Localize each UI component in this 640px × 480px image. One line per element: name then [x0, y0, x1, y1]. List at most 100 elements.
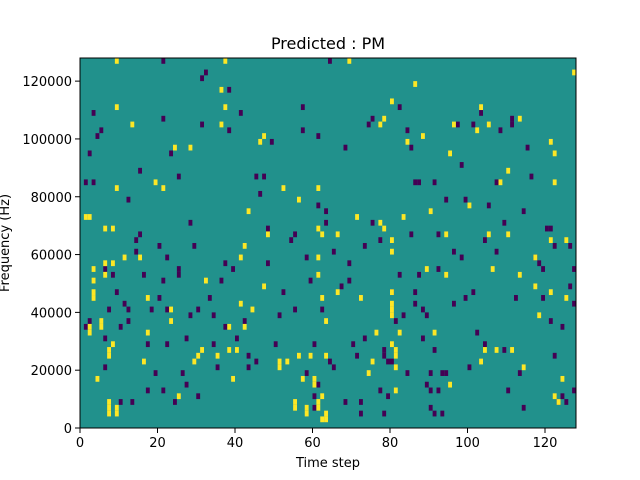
heatmap-cell-high: [142, 358, 146, 365]
heatmap-cell-low: [378, 237, 383, 243]
heatmap-cell-high: [421, 133, 425, 139]
heatmap-cell-low: [413, 300, 418, 307]
heatmap-cell-low: [517, 370, 522, 376]
heatmap-cell-high: [479, 358, 484, 365]
heatmap-cell-high: [293, 404, 298, 411]
heatmap-cell-high: [390, 312, 394, 319]
heatmap-cell-high: [130, 121, 135, 128]
heatmap-cell-low: [452, 248, 456, 255]
heatmap-cell-low: [331, 248, 336, 255]
heatmap-cell-low: [428, 387, 433, 394]
y-axis: 0 20000 40000 60000 80000 100000 120000: [22, 75, 80, 437]
heatmap-cell-low: [444, 196, 449, 203]
heatmap-cell-high: [250, 306, 255, 313]
heatmap-cell-high: [320, 295, 325, 301]
heatmap-cell-low: [514, 295, 518, 301]
heatmap-cell-low: [541, 266, 546, 272]
heatmap-cell-low: [103, 335, 108, 342]
heatmap-cell-high: [204, 277, 208, 284]
heatmap-cell-low: [235, 335, 239, 342]
heatmap-cell-low: [421, 306, 425, 313]
heatmap-cell-low: [223, 260, 228, 267]
heatmap-cell-low: [459, 254, 464, 261]
heatmap-cell-high: [378, 121, 383, 128]
heatmap-cell-high: [548, 237, 553, 243]
x-tick-label: 120: [533, 436, 558, 451]
heatmap-cell-low: [436, 387, 441, 394]
heatmap-cell-low: [281, 289, 286, 296]
heatmap-cell-low: [440, 410, 445, 417]
heatmap-cell-low: [223, 323, 228, 330]
heatmap-cell-high: [506, 231, 511, 238]
y-axis-label: Frequency (Hz): [0, 194, 13, 292]
heatmap-cell-low: [153, 370, 158, 376]
heatmap-cell-high: [285, 358, 290, 365]
heatmap-cell-low: [145, 387, 150, 394]
heatmap-cell-low: [463, 196, 468, 203]
heatmap-cell-high: [324, 318, 329, 324]
heatmap-cell-low: [428, 404, 433, 411]
heatmap-cell-low: [312, 404, 317, 411]
heatmap-cell-high: [304, 404, 309, 411]
heatmap-cell-low: [91, 110, 96, 116]
heatmap-cell-high: [397, 329, 402, 336]
heatmap-cell-high: [378, 219, 383, 226]
heatmap-cell-high: [320, 393, 325, 400]
heatmap-cell-high: [564, 295, 569, 301]
heatmap-cell-high: [401, 214, 406, 220]
heatmap-cell-low: [386, 358, 391, 365]
heatmap-cell-high: [103, 260, 108, 267]
heatmap-cell-low: [300, 127, 305, 134]
x-tick-label: 100: [455, 436, 480, 451]
heatmap-cell-low: [428, 370, 433, 376]
heatmap-cell-low: [479, 110, 484, 116]
heatmap-cell-low: [362, 335, 367, 342]
heatmap-cell-high: [572, 69, 577, 76]
heatmap-cell-high: [413, 81, 418, 87]
heatmap-cell-low: [436, 231, 441, 238]
heatmap-cell-low: [266, 260, 270, 267]
heatmap-cell-low: [572, 266, 577, 272]
heatmap-cell-low: [165, 341, 170, 348]
heatmap-cell-high: [114, 104, 119, 111]
heatmap-cell-high: [281, 185, 286, 191]
heatmap-cell-low: [572, 300, 577, 307]
heatmap-cell-high: [103, 271, 108, 278]
heatmap-cell-high: [238, 300, 243, 307]
heatmap-cell-low: [316, 133, 321, 139]
heatmap-cell-low: [157, 295, 162, 301]
heatmap-cell-high: [390, 98, 394, 105]
heatmap-cell-low: [161, 115, 166, 122]
heatmap-cell-high: [444, 271, 449, 278]
heatmap-cell-low: [83, 179, 88, 186]
heatmap-cell-high: [242, 243, 247, 249]
heatmap-cell-high: [308, 352, 313, 359]
heatmap-cell-high: [176, 393, 181, 400]
heatmap-cell-low: [165, 306, 170, 313]
heatmap-cell-high: [161, 185, 166, 191]
heatmap-cell-high: [359, 295, 363, 301]
y-tick-label: 0: [64, 422, 72, 437]
heatmap-cell-high: [111, 260, 115, 267]
heatmap-cell-low: [401, 312, 406, 319]
heatmap-cell-high: [479, 104, 484, 111]
heatmap-cell-low: [359, 399, 363, 405]
heatmap-cell-low: [173, 399, 177, 405]
heatmap-cell-high: [448, 150, 453, 157]
heatmap-cell-low: [242, 318, 247, 324]
x-axis: 0 20 40 60 80 100 120: [76, 428, 558, 451]
heatmap-cell-high: [494, 347, 499, 353]
heatmap-cell-high: [107, 347, 112, 353]
y-tick-label: 80000: [31, 191, 72, 206]
heatmap-cell-high: [200, 347, 205, 353]
heatmap-cell-low: [440, 370, 445, 376]
x-tick-label: 0: [76, 436, 84, 451]
heatmap-cell-low: [347, 260, 352, 267]
heatmap-cell-low: [161, 58, 166, 64]
heatmap-cell-low: [91, 179, 96, 186]
heatmap-cell-high: [548, 289, 553, 296]
heatmap-cell-low: [397, 271, 402, 278]
heatmap-cell-high: [114, 404, 119, 411]
heatmap-cell-high: [393, 364, 398, 371]
heatmap-cell-low: [200, 121, 205, 128]
